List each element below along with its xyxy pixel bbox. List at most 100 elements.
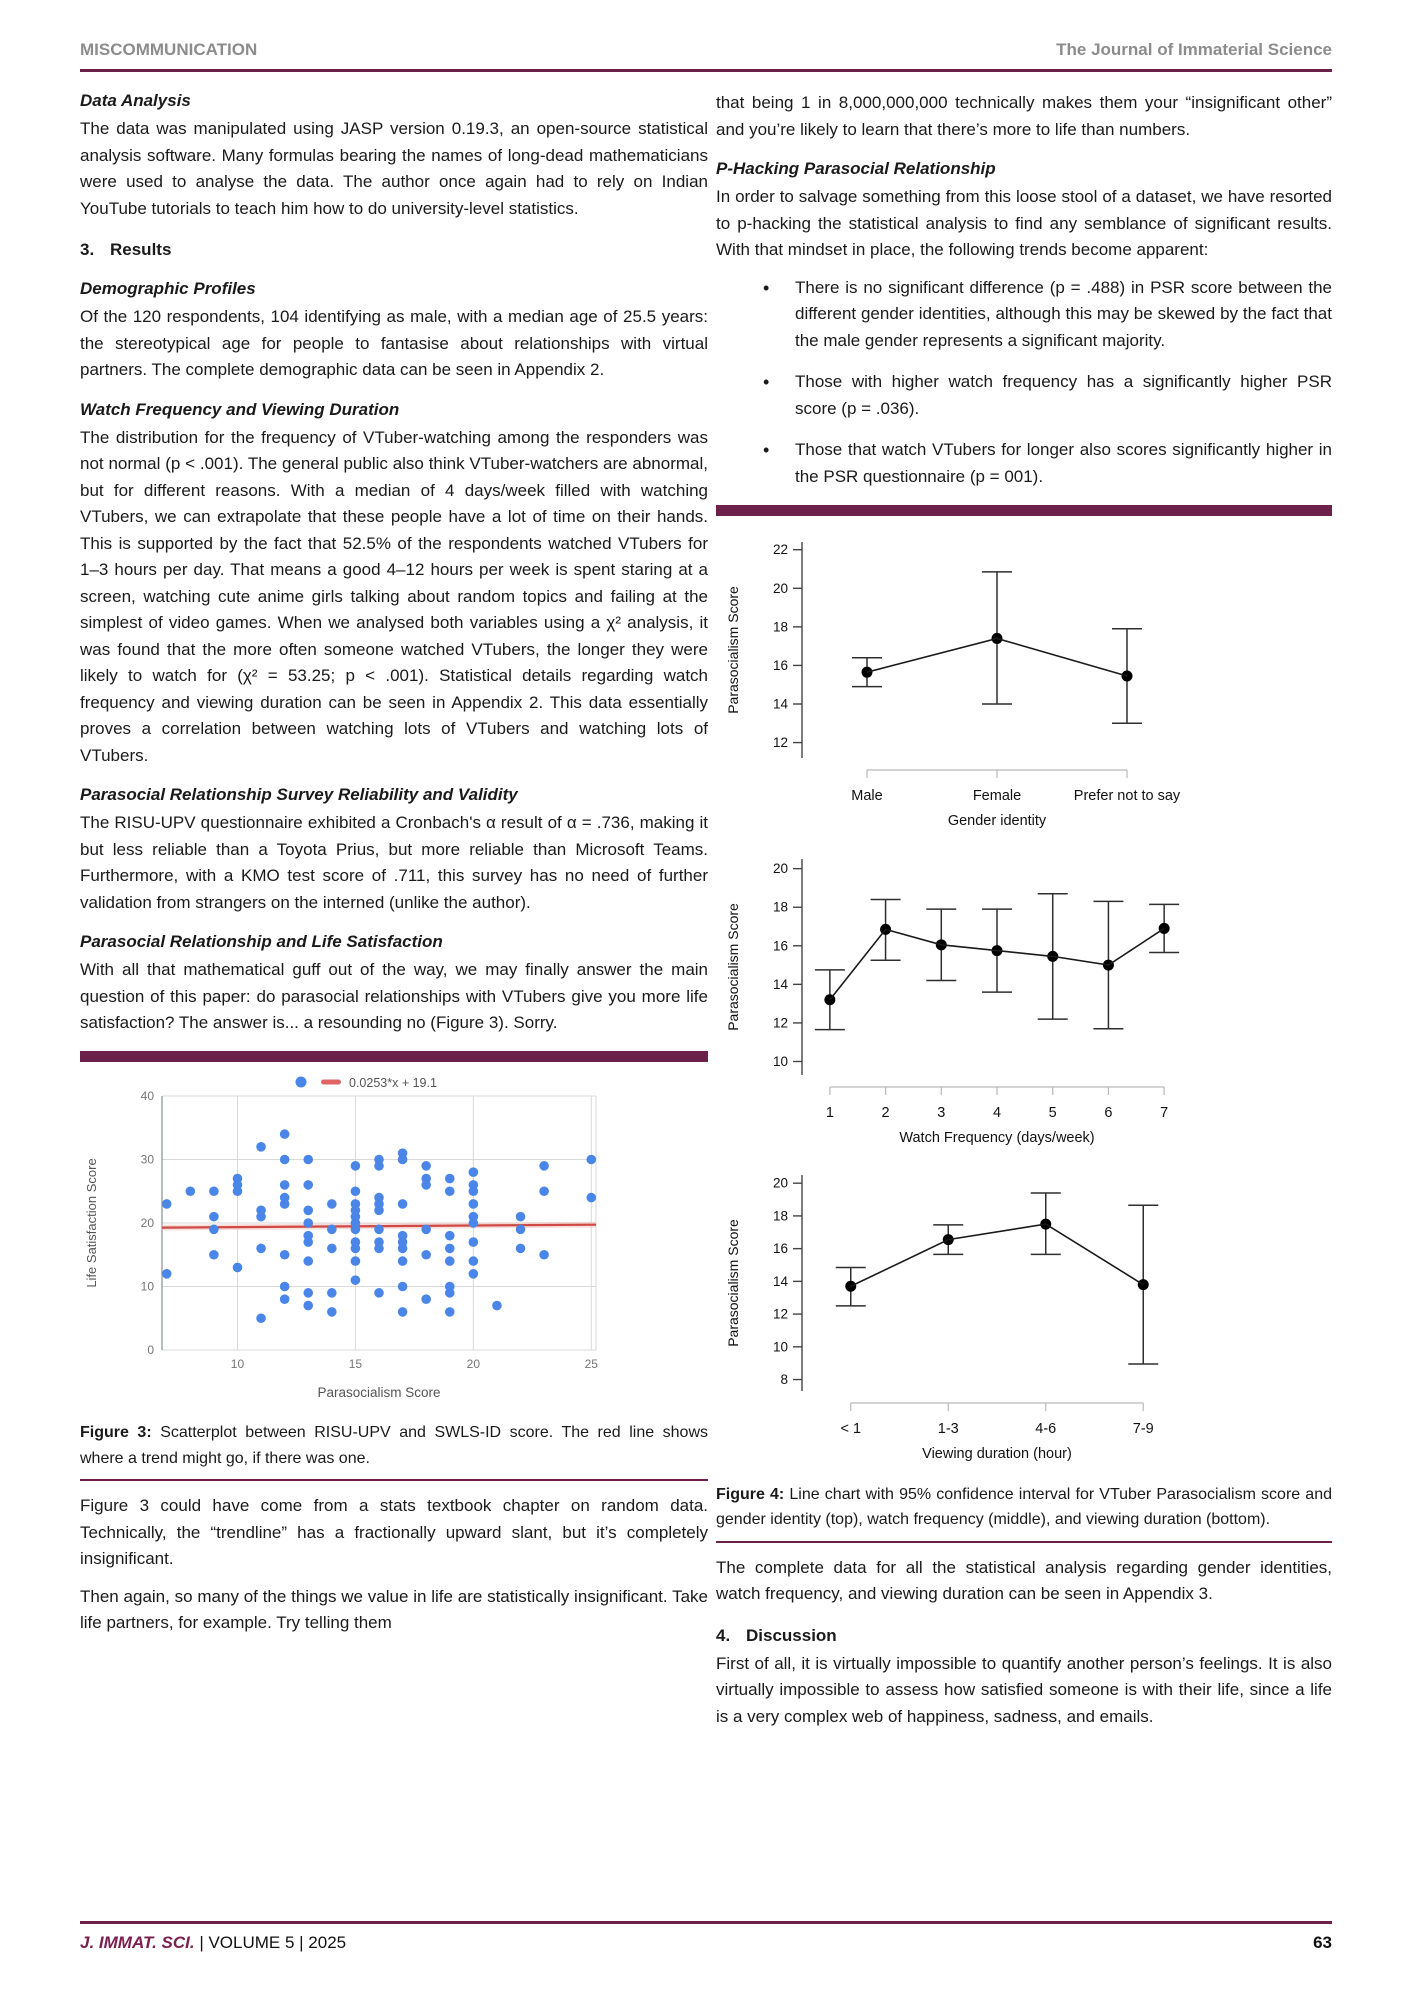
category-label: < 1 [840,1421,861,1437]
data-point [256,1141,266,1152]
body-paragraph: First of all, it is virtually impossible… [716,1653,1332,1726]
scatter-chart-svg: 0 10 20 30 40 10 15 20 25 0.0253*x + 19.1 Life Sat… [84,1076,598,1400]
body-paragraph: Then again, so many of the things we val… [80,1586,708,1633]
svg-text:10: 10 [773,1339,788,1354]
data-point [350,1255,361,1266]
y-axis-label: Parasocialism Score [725,902,741,1030]
figure-label: Figure 3: [80,1424,152,1441]
y-axis-label: Parasocialism Score [725,586,741,714]
data-point [327,1224,337,1234]
data-point [303,1287,314,1298]
svg-text:30: 30 [141,1152,155,1166]
category-label: 7 [1160,1105,1168,1121]
svg-text:12: 12 [773,1015,788,1030]
category-label: 7-9 [1133,1421,1154,1437]
data-point [539,1185,549,1196]
svg-text:15: 15 [349,1357,363,1371]
section-number: 4. [716,1625,731,1645]
x-axis-label: Parasocialism Score [317,1385,440,1400]
figure4-watch-frequency-chart: 10 12 14 16 18 20 1 2 3 4 5 6 7 Watch Frequency (days… [716,843,1332,1158]
data-point [586,1154,597,1164]
data-point [421,1160,431,1171]
data-point [468,1198,479,1209]
data-point [444,1287,455,1298]
right-column: that being 1 in 8,000,000,000 technicall… [716,88,1332,1741]
body-paragraph: The complete data for all the statistica… [716,1557,1332,1604]
svg-text:18: 18 [773,899,788,914]
error-bars [852,571,1142,725]
svg-text:20: 20 [467,1357,481,1371]
svg-text:40: 40 [141,1089,155,1103]
figure-label: Figure 4: [716,1485,785,1503]
x-axis: Male Female Prefer not to say [851,769,1181,804]
data-point [492,1300,502,1310]
footer-rule [80,1921,1332,1924]
category-label: 5 [1049,1105,1057,1121]
data-point [279,1281,290,1291]
mean-line [829,927,1165,1000]
data-point [374,1287,384,1298]
svg-text:18: 18 [773,1208,788,1223]
svg-text:10: 10 [141,1279,155,1293]
category-label: 2 [882,1105,890,1121]
svg-text:20: 20 [773,861,788,876]
body-paragraph: The RISU-UPV questionnaire exhibited a C… [80,813,708,912]
data-point [444,1185,455,1196]
category-label: 4 [993,1105,1001,1121]
data-point [279,1128,290,1139]
data-point [350,1243,361,1253]
category-label: 6 [1104,1105,1112,1121]
data-point [444,1230,455,1240]
svg-text:14: 14 [773,1274,789,1289]
data-point [397,1154,408,1164]
data-point [444,1255,455,1266]
data-point [327,1198,337,1209]
body-paragraph: With all that mathematical guff out of t… [80,960,708,1032]
data-point [209,1249,219,1260]
figure3-scatterplot: 0 10 20 30 40 10 15 20 25 0.0253*x + 19.1 Life Sat… [80,1072,708,1413]
svg-text:14: 14 [773,976,789,991]
svg-text:16: 16 [773,938,788,953]
data-point [421,1179,431,1190]
bullet-item: There is no significant difference (p = … [716,275,1332,355]
subsection-heading: Demographic Profiles [80,279,256,298]
body-paragraph: that being 1 in 8,000,000,000 technicall… [716,93,1332,139]
data-point [468,1255,479,1266]
body-paragraph: In order to salvage something from this … [716,187,1332,259]
svg-text:20: 20 [141,1216,155,1230]
data-point [279,1198,290,1209]
data-point [303,1217,314,1228]
data-point [468,1166,479,1177]
error-bars [835,1192,1159,1365]
data-point [397,1306,408,1317]
svg-text:18: 18 [773,619,788,634]
data-point [374,1224,384,1234]
data-point [374,1205,384,1215]
data-point [421,1249,431,1260]
data-point [232,1185,243,1196]
figure4-viewing-duration-chart: 8 10 12 14 16 18 20 < 1 1-3 4-6 7-9 Viewing duratio… [716,1159,1332,1474]
data-point [256,1243,266,1253]
svg-text:16: 16 [773,658,788,673]
x-axis: < 1 1-3 4-6 7-9 [840,1402,1154,1437]
data-point [279,1293,290,1304]
svg-text:14: 14 [773,697,789,712]
data-point [209,1224,219,1234]
data-point [279,1154,290,1164]
section-heading: 4. Discussion [716,1623,1332,1649]
data-point [515,1224,526,1234]
data-point [397,1198,408,1209]
y-axis-label: Life Satisfaction Score [84,1158,99,1287]
category-label: Prefer not to say [1074,788,1181,804]
body-paragraph: Figure 3 could have come from a stats te… [80,1496,708,1568]
scatter-legend: 0.0253*x + 19.1 [295,1076,437,1090]
volume-info: | VOLUME 5 | 2025 [194,1933,347,1952]
svg-text:10: 10 [773,1054,788,1069]
page-header: MISCOMMUNICATION The Journal of Immateri… [80,40,1332,60]
svg-text:20: 20 [773,1176,788,1191]
legend-point-swatch [295,1076,307,1087]
data-point [256,1211,266,1221]
data-point [327,1243,337,1253]
data-point [444,1243,455,1253]
